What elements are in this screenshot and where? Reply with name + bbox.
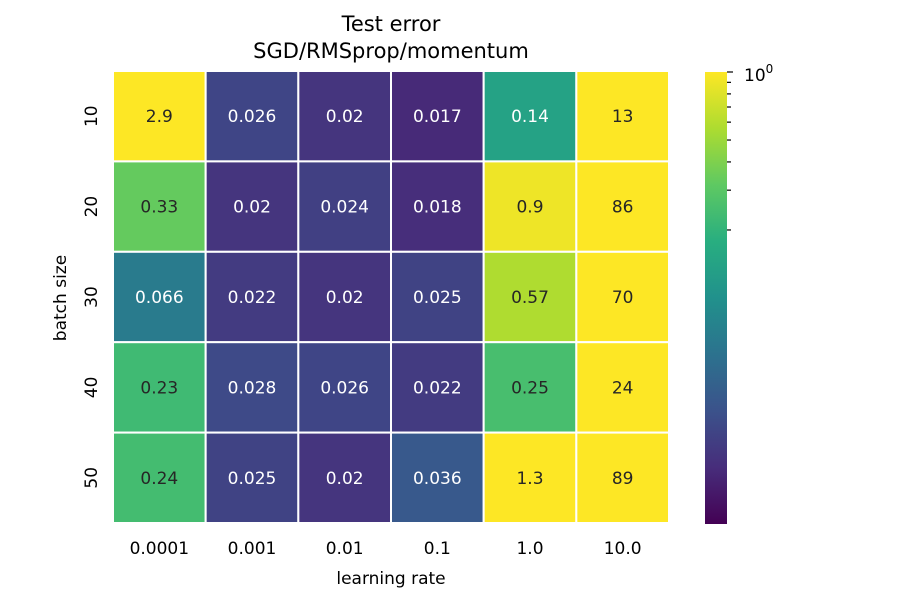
chart-subtitle: SGD/RMSprop/momentum <box>253 39 529 63</box>
cell-value-label: 0.02 <box>233 198 271 218</box>
cell-value-label: 86 <box>612 198 634 218</box>
cell-value-label: 70 <box>612 288 634 308</box>
heatmap-cell <box>390 250 485 344</box>
cell-value-label: 13 <box>612 107 634 127</box>
cell-value-label: 0.33 <box>140 198 178 218</box>
heatmap-cell <box>204 341 300 434</box>
cell-value-label: 1.3 <box>516 469 543 489</box>
cell-value-label: 0.02 <box>326 107 364 127</box>
x-axis-ticks: 0.0001 0.001 0.01 0.1 1.0 10.0 <box>130 539 642 559</box>
cell-value-label: 0.25 <box>511 378 549 398</box>
cell-value-label: 0.022 <box>413 378 462 398</box>
heatmap-cell <box>575 431 670 525</box>
heatmap-cell <box>482 250 578 344</box>
heatmap-cell <box>575 70 670 163</box>
heatmap-cell <box>112 431 207 525</box>
x-tick-label: 10.0 <box>604 539 642 559</box>
y-tick-label: 30 <box>82 286 102 308</box>
cell-value-label: 0.026 <box>320 378 369 398</box>
heatmap-cell <box>204 70 300 163</box>
colorbar: 100 <box>705 62 773 524</box>
cell-value-label: 0.23 <box>140 378 178 398</box>
y-tick-label: 10 <box>82 105 102 127</box>
y-axis-label: batch size <box>51 255 71 341</box>
heatmap-cell <box>390 160 485 253</box>
chart-title: Test error <box>341 12 441 36</box>
heatmap-cells: 2.9 0.026 0.02 0.017 0.14 13 0.33 0.02 0.024 0.01… <box>112 70 670 525</box>
heatmap-cell <box>112 341 207 434</box>
heatmap-cell <box>575 250 670 344</box>
heatmap-cell <box>482 341 578 434</box>
heatmap-cell <box>575 160 670 253</box>
heatmap-cell <box>204 160 300 253</box>
heatmap-cell <box>112 70 207 163</box>
cell-value-label: 0.066 <box>135 288 184 308</box>
cell-value-label: 0.017 <box>413 107 462 127</box>
cell-value-label: 2.9 <box>146 107 173 127</box>
cell-value-label: 89 <box>612 469 634 489</box>
y-axis-ticks: 10 20 30 40 50 <box>82 105 102 488</box>
cell-value-label: 0.022 <box>228 288 277 308</box>
cell-value-label: 0.036 <box>413 469 462 489</box>
cell-value-label: 0.025 <box>413 288 462 308</box>
cell-value-label: 24 <box>612 378 634 398</box>
heatmap-cell <box>482 431 578 525</box>
cell-value-label: 0.57 <box>511 288 549 308</box>
heatmap-cell <box>390 341 485 434</box>
cell-value-label: 0.14 <box>511 107 549 127</box>
x-axis-label: learning rate <box>336 569 445 589</box>
cell-value-label: 0.02 <box>326 288 364 308</box>
heatmap-cell <box>575 341 670 434</box>
y-tick-label: 20 <box>82 196 102 218</box>
x-tick-label: 0.01 <box>326 539 364 559</box>
x-tick-label: 0.1 <box>424 539 451 559</box>
heatmap-cell <box>204 250 300 344</box>
cell-value-label: 0.02 <box>326 469 364 489</box>
heatmap-cell <box>390 431 485 525</box>
cell-value-label: 0.018 <box>413 198 462 218</box>
y-tick-label: 50 <box>82 467 102 489</box>
cell-value-label: 0.24 <box>140 469 178 489</box>
x-tick-label: 0.001 <box>228 539 277 559</box>
cell-value-label: 0.028 <box>228 378 277 398</box>
colorbar-ticks <box>727 71 733 231</box>
cell-value-label: 0.026 <box>228 107 277 127</box>
colorbar-gradient <box>705 72 727 524</box>
colorbar-tick-label: 100 <box>744 62 773 86</box>
x-tick-label: 0.0001 <box>130 539 189 559</box>
heatmap-cell <box>297 341 393 434</box>
y-tick-label: 40 <box>82 377 102 399</box>
x-tick-label: 1.0 <box>516 539 543 559</box>
cell-value-label: 0.025 <box>228 469 277 489</box>
cell-value-label: 0.9 <box>516 198 543 218</box>
cell-value-label: 0.024 <box>320 198 369 218</box>
heatmap-cell <box>297 431 393 525</box>
